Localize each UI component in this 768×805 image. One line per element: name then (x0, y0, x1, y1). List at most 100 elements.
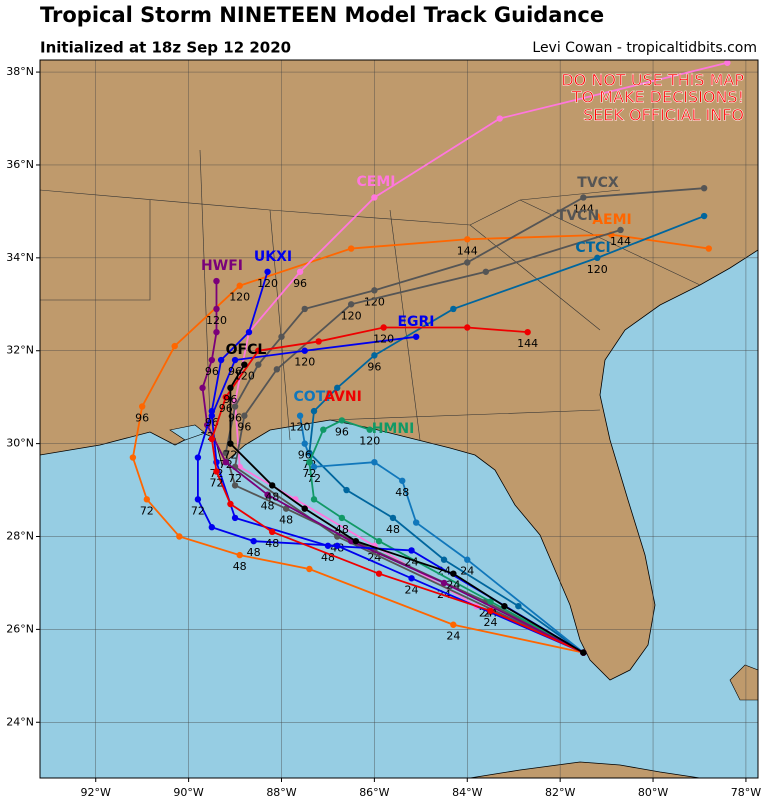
warning-line: DO NOT USE THIS MAP (561, 71, 744, 90)
frame (39, 59, 759, 779)
track-point (231, 403, 239, 410)
track-point (231, 514, 239, 522)
track-point (700, 184, 708, 192)
forecast-hour: 120 (359, 435, 380, 448)
track-point (343, 486, 350, 494)
track-point (487, 598, 494, 605)
track-point (412, 519, 420, 526)
track-point (213, 305, 220, 313)
forecast-hour: 96 (367, 360, 381, 373)
forecast-hour: 48 (386, 523, 400, 536)
x-tick-label: 86°W (359, 786, 389, 799)
track-point (724, 60, 731, 66)
forecast-hour: 120 (373, 333, 394, 346)
track-point (301, 347, 308, 354)
forecast-hour: 120 (206, 314, 227, 327)
track-line (299, 415, 584, 654)
track-point (301, 305, 308, 313)
track-point (194, 496, 202, 503)
model-name: HMNI (372, 421, 415, 437)
track-point (594, 254, 601, 262)
track-point (705, 245, 712, 252)
track-point (176, 533, 183, 540)
warning-line: SEEK OFFICIAL INFO (583, 106, 744, 125)
model-name: AVNI (324, 389, 362, 405)
track-point (450, 570, 457, 577)
forecast-hour: 48 (279, 514, 293, 527)
track-point (482, 268, 490, 275)
track-point (227, 384, 234, 392)
model-name: CTCI (575, 240, 610, 256)
track-point (269, 482, 276, 489)
track-point (213, 277, 220, 285)
forecast-hour: 120 (229, 291, 250, 304)
track-point (208, 412, 216, 419)
track-point (320, 426, 327, 433)
forecast-hour: 144 (610, 235, 631, 248)
forecast-hour: 120 (341, 309, 362, 322)
track-point (496, 115, 503, 122)
track-point (310, 496, 318, 503)
y-tick-label: 36°N (6, 158, 34, 171)
track-point (380, 324, 387, 331)
track-point (515, 602, 522, 610)
track-point (338, 417, 346, 424)
graticule: 92°W 90°W 88°W 86°W 84°W 82°W 80°W 78°W 24°N 26°N… (6, 60, 761, 799)
x-tick-label: 88°W (266, 786, 296, 799)
track-point (199, 384, 206, 392)
track-point (143, 496, 151, 503)
forecast-hour: 120 (364, 295, 385, 308)
track-point (208, 524, 216, 531)
forecast-hour: 120 (294, 356, 315, 369)
track-line (308, 215, 705, 654)
track-point (524, 328, 531, 336)
forecast-hour: 24 (483, 616, 497, 629)
track-point (296, 412, 304, 419)
track-point (315, 338, 322, 345)
track-point (334, 384, 341, 392)
track-point (278, 333, 285, 340)
title: Tropical Storm NINETEEN Model Track Guid… (40, 3, 604, 27)
x-tick-label: 78°W (731, 786, 761, 799)
track-point (264, 268, 271, 275)
forecast-hour: 48 (233, 560, 247, 573)
y-tick-label: 34°N (6, 251, 34, 264)
track-point (213, 328, 220, 336)
track-point (464, 236, 471, 243)
track-point (389, 514, 397, 522)
track-labels: AEMI CEMI TVCX TVCN CTCI COTI HMNI HWFI UKXI EGRI… (201, 174, 632, 437)
track-point (227, 500, 234, 508)
track-point (580, 194, 587, 201)
track-point (310, 407, 318, 415)
x-tick-label: 84°W (452, 786, 482, 799)
forecast-hour: 96 (335, 425, 349, 438)
forecast-hour: 96 (135, 411, 149, 424)
track-point (371, 458, 378, 466)
x-tick-label: 82°W (545, 786, 575, 799)
track-point (464, 556, 471, 563)
track-point (282, 505, 290, 512)
track-point (255, 361, 262, 368)
forecast-hour: 72 (223, 449, 237, 462)
track-point (501, 602, 508, 610)
track-point (236, 551, 243, 559)
forecast-hour: 72 (191, 504, 205, 517)
model-name: COTI (294, 389, 331, 405)
track-point (375, 570, 383, 577)
forecast-hour: 120 (587, 263, 608, 276)
forecast-hour: 48 (261, 500, 275, 513)
forecast-hour: 144 (573, 202, 594, 215)
x-tick-label: 92°W (81, 786, 111, 799)
forecast-hour: 72 (140, 504, 154, 517)
track-point (236, 282, 243, 289)
track-point (138, 403, 146, 410)
track-point (208, 435, 216, 443)
forecast-hour: 72 (228, 472, 242, 485)
track-point (231, 482, 239, 489)
track-point (306, 565, 313, 573)
track-point (617, 226, 624, 234)
track-point (352, 537, 360, 545)
model-name: UKXI (254, 249, 292, 265)
track-point (450, 621, 457, 628)
track-point (301, 505, 308, 512)
